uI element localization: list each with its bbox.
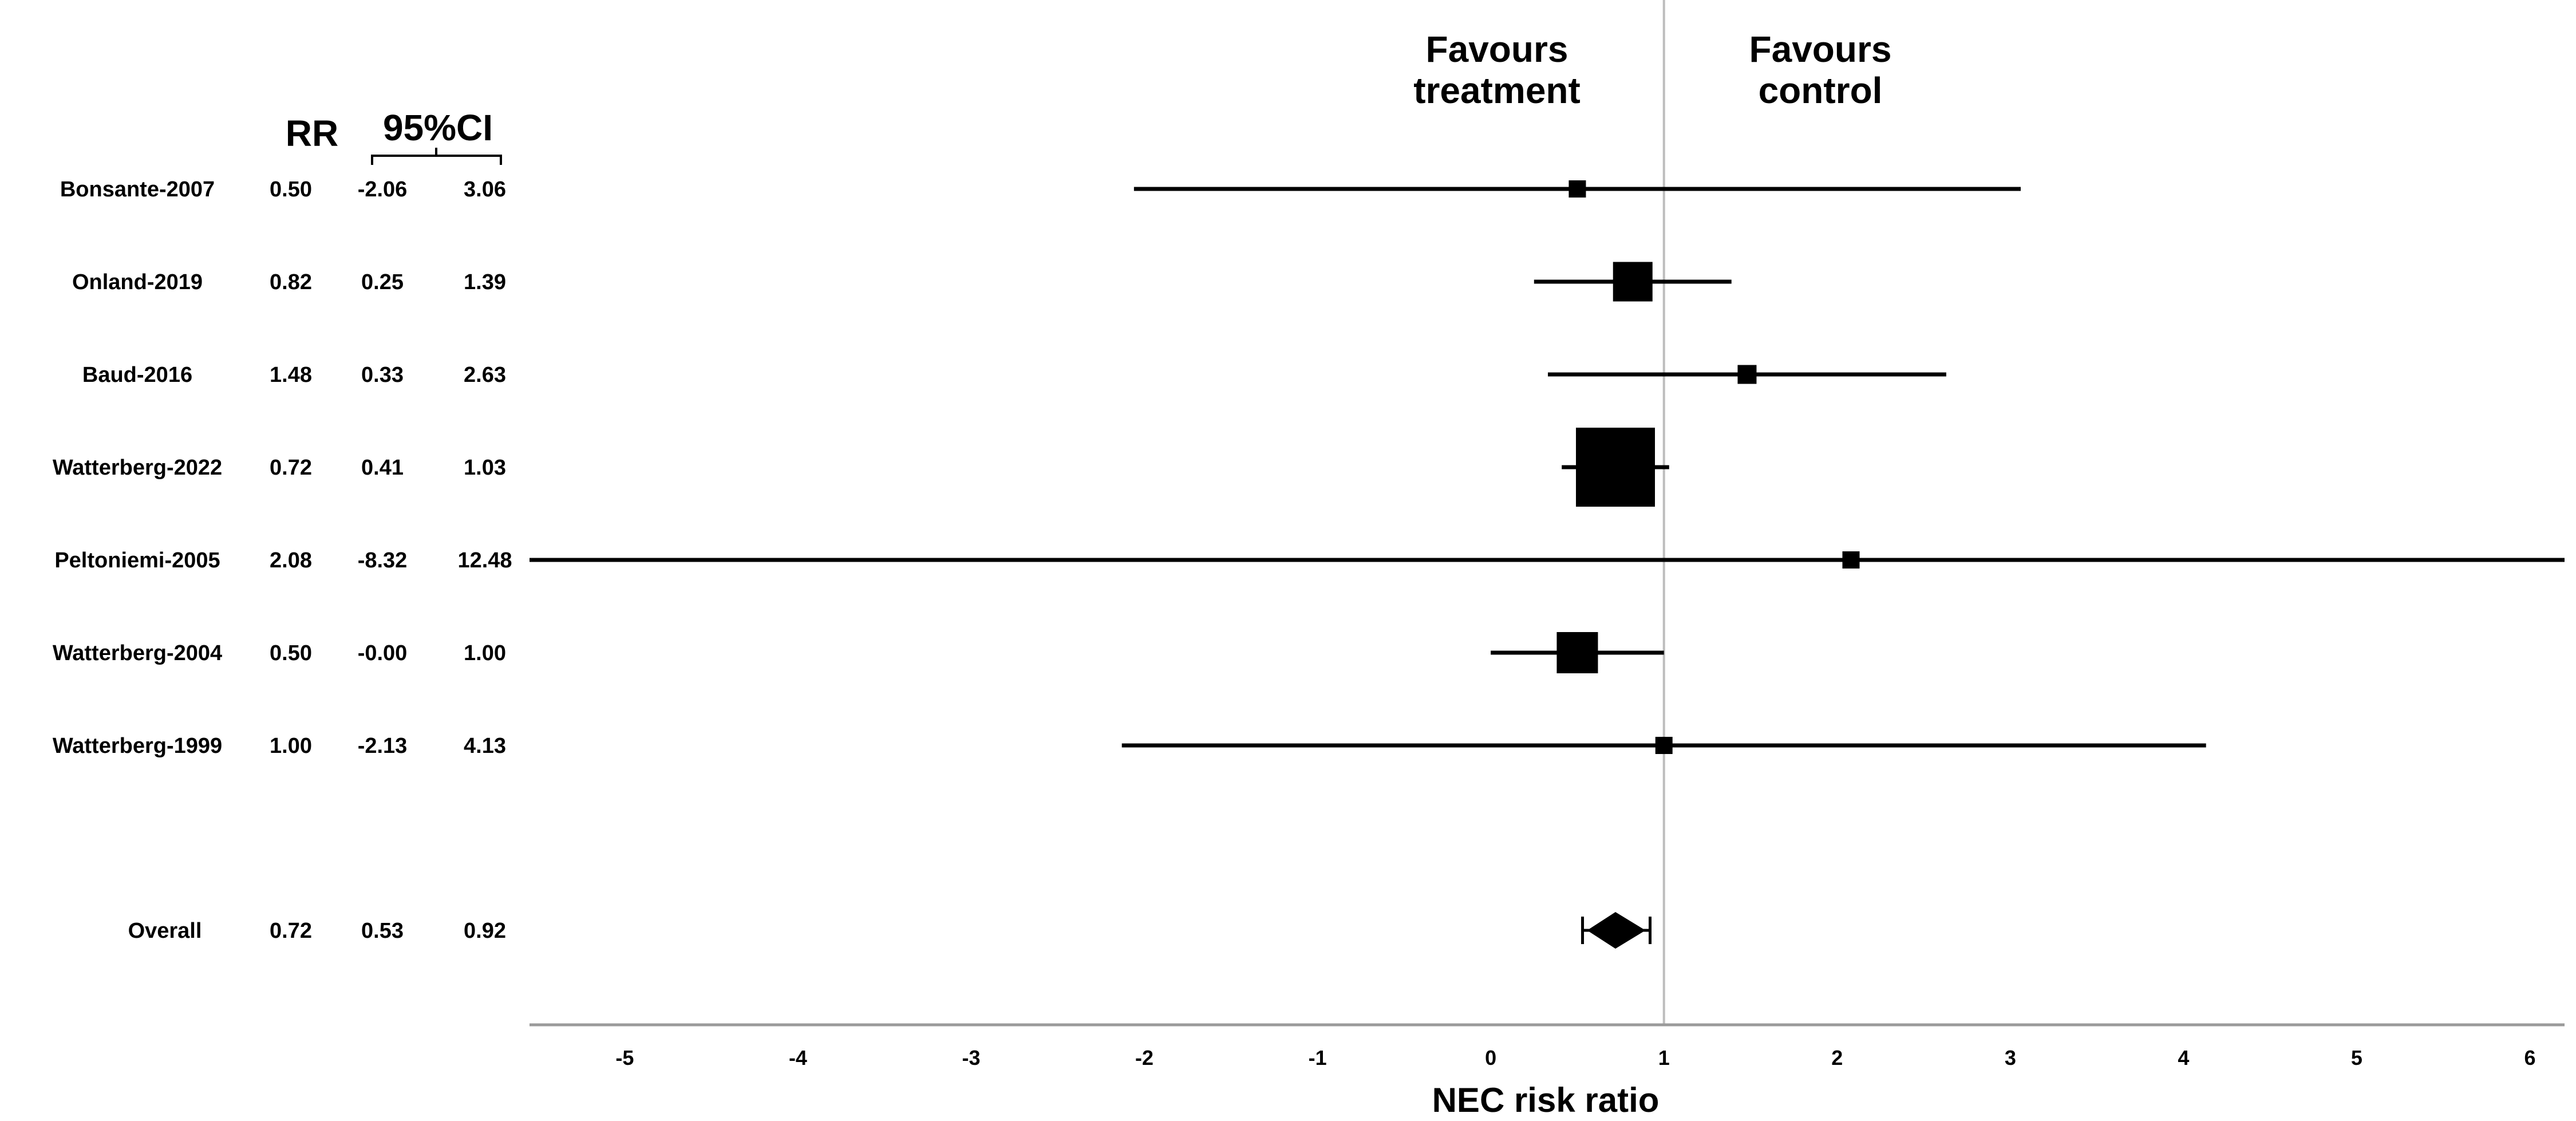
study-rr-value: 0.50 (270, 641, 312, 665)
favours-treatment-line2: treatment (1413, 70, 1581, 111)
study-ci-lower: 0.33 (361, 363, 404, 387)
study-name: Baud-2016 (82, 363, 192, 387)
x-axis-ticks: -5 -4 -3 -2 -1 0 1 2 3 4 5 6 (615, 1046, 2535, 1069)
study-name: Watterberg-1999 (53, 734, 222, 758)
x-tick-label: 6 (2524, 1046, 2535, 1069)
x-tick-label: 2 (1831, 1046, 1843, 1069)
study-row: Onland-2019 0.82 0.25 1.39 (72, 262, 1732, 302)
x-tick-label: 3 (2005, 1046, 2016, 1069)
study-ci-lower: 0.25 (361, 270, 404, 294)
overall-name: Overall (128, 919, 202, 943)
study-rr-value: 1.00 (270, 734, 312, 758)
x-axis-label: NEC risk ratio (1432, 1081, 1660, 1119)
study-row: Bonsante-2007 0.50 -2.06 3.06 (60, 177, 2021, 202)
study-rows: Bonsante-2007 0.50 -2.06 3.06 Onland-2019 0.8… (53, 177, 2565, 758)
study-point-estimate (1556, 632, 1598, 673)
study-ci-upper: 1.00 (464, 641, 506, 665)
x-tick-label: 5 (2351, 1046, 2362, 1069)
study-ci-lower: -0.00 (358, 641, 408, 665)
study-ci-upper: 1.03 (464, 456, 506, 480)
ci-header-bracket (371, 148, 502, 165)
study-ci-upper: 1.39 (464, 270, 506, 294)
study-point-estimate (1842, 551, 1860, 569)
overall-diamond (1587, 912, 1646, 949)
study-name: Peltoniemi-2005 (54, 548, 220, 573)
study-row: Baud-2016 1.48 0.33 2.63 (82, 363, 1946, 387)
x-tick-label: -3 (962, 1046, 981, 1069)
favours-control-line2: control (1759, 70, 1883, 111)
study-ci-lower: 0.41 (361, 456, 404, 480)
study-ci-upper: 4.13 (464, 734, 506, 758)
study-rr-value: 1.48 (270, 363, 312, 387)
study-point-estimate (1568, 180, 1586, 198)
study-rr-value: 2.08 (270, 548, 312, 573)
study-rr-value: 0.72 (270, 456, 312, 480)
study-name: Onland-2019 (72, 270, 203, 294)
x-tick-label: -5 (615, 1046, 634, 1069)
study-ci-upper: 12.48 (457, 548, 512, 573)
study-ci-upper: 3.06 (464, 177, 506, 202)
study-row: Watterberg-2004 0.50 -0.00 1.00 (53, 632, 1664, 673)
study-ci-lower: -8.32 (358, 548, 408, 573)
study-row: Watterberg-1999 1.00 -2.13 4.13 (53, 734, 2206, 758)
study-rr-value: 0.50 (270, 177, 312, 202)
overall-ci-upper: 0.92 (464, 919, 506, 943)
study-row: Peltoniemi-2005 2.08 -8.32 12.48 (54, 548, 2565, 573)
overall-ci-lower: 0.53 (361, 919, 404, 943)
favours-control-line1: Favours (1749, 29, 1892, 70)
x-tick-label: 1 (1658, 1046, 1670, 1069)
study-row: Watterberg-2022 0.72 0.41 1.03 (53, 428, 1669, 507)
x-tick-label: -2 (1135, 1046, 1153, 1069)
ci-column-header: 95%CI (383, 107, 493, 148)
overall-row: Overall 0.72 0.53 0.92 (128, 912, 1652, 949)
study-ci-upper: 2.63 (464, 363, 506, 387)
x-tick-label: 0 (1485, 1046, 1496, 1069)
study-point-estimate (1613, 262, 1653, 302)
study-name: Watterberg-2004 (53, 641, 222, 665)
rr-column-header: RR (286, 113, 338, 154)
overall-rr-value: 0.72 (270, 919, 312, 943)
study-point-estimate (1576, 428, 1656, 507)
x-tick-label: -4 (789, 1046, 807, 1069)
x-tick-label: -1 (1309, 1046, 1327, 1069)
study-name: Watterberg-2022 (53, 456, 222, 480)
study-point-estimate (1737, 365, 1757, 384)
study-name: Bonsante-2007 (60, 177, 215, 202)
study-point-estimate (1655, 737, 1673, 754)
favours-treatment-line1: Favours (1426, 29, 1568, 70)
study-ci-lower: -2.06 (358, 177, 408, 202)
study-rr-value: 0.82 (270, 270, 312, 294)
x-tick-label: 4 (2178, 1046, 2189, 1069)
study-ci-lower: -2.13 (358, 734, 408, 758)
